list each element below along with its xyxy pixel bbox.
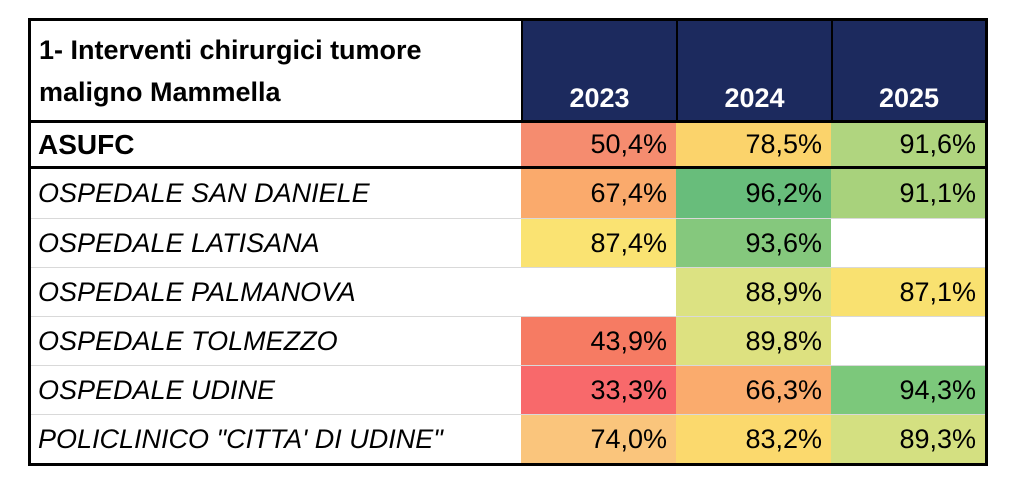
value-cell-2025: 91,6% [831,123,985,166]
table-body: ASUFC 50,4% 78,5% 91,6% OSPEDALE SAN DANIELE… [31,120,985,463]
table-row: OSPEDALE UDINE 33,3% 66,3% 94,3% [31,365,985,414]
table-row: OSPEDALE LATISANA 87,4% 93,6% [31,218,985,267]
value-cell-2023: 50,4% [521,123,676,166]
row-label: ASUFC [31,123,521,166]
value-cell-2023: 33,3% [521,366,676,414]
row-label: OSPEDALE UDINE [31,366,521,414]
table-row: POLICLINICO "CITTA' DI UDINE" 74,0% 83,2% 8… [31,414,985,463]
value-cell-2025 [831,219,985,267]
value-cell-2023: 67,4% [521,169,676,218]
table-row: ASUFC 50,4% 78,5% 91,6% [31,120,985,169]
value-cell-2024: 88,9% [676,268,831,316]
value-cell-2023 [521,268,676,316]
row-label: OSPEDALE TOLMEZZO [31,317,521,365]
table-header-row: 1- Interventi chirurgici tumore maligno … [31,21,985,120]
value-cell-2023: 74,0% [521,415,676,463]
value-cell-2025: 89,3% [831,415,985,463]
value-cell-2024: 89,8% [676,317,831,365]
table-row: OSPEDALE TOLMEZZO 43,9% 89,8% [31,316,985,365]
row-label: POLICLINICO "CITTA' DI UDINE" [31,415,521,463]
value-cell-2024: 78,5% [676,123,831,166]
value-cell-2023: 87,4% [521,219,676,267]
value-cell-2024: 66,3% [676,366,831,414]
value-cell-2024: 96,2% [676,169,831,218]
value-cell-2024: 93,6% [676,219,831,267]
table-title: 1- Interventi chirurgici tumore maligno … [31,21,521,120]
row-label: OSPEDALE PALMANOVA [31,268,521,316]
value-cell-2025: 87,1% [831,268,985,316]
table-row: OSPEDALE SAN DANIELE 67,4% 96,2% 91,1% [31,169,985,218]
value-cell-2023: 43,9% [521,317,676,365]
value-cell-2025 [831,317,985,365]
kpi-heatmap-table: 1- Interventi chirurgici tumore maligno … [28,18,988,466]
value-cell-2025: 91,1% [831,169,985,218]
table-title-line-2: maligno Mammella [39,77,281,107]
table-title-line-1: 1- Interventi chirurgici tumore [39,35,422,65]
row-label: OSPEDALE SAN DANIELE [31,169,521,218]
value-cell-2024: 83,2% [676,415,831,463]
value-cell-2025: 94,3% [831,366,985,414]
row-label: OSPEDALE LATISANA [31,219,521,267]
column-header-2023: 2023 [521,21,676,120]
column-header-2025: 2025 [831,21,985,120]
table-row: OSPEDALE PALMANOVA 88,9% 87,1% [31,267,985,316]
column-header-2024: 2024 [676,21,831,120]
